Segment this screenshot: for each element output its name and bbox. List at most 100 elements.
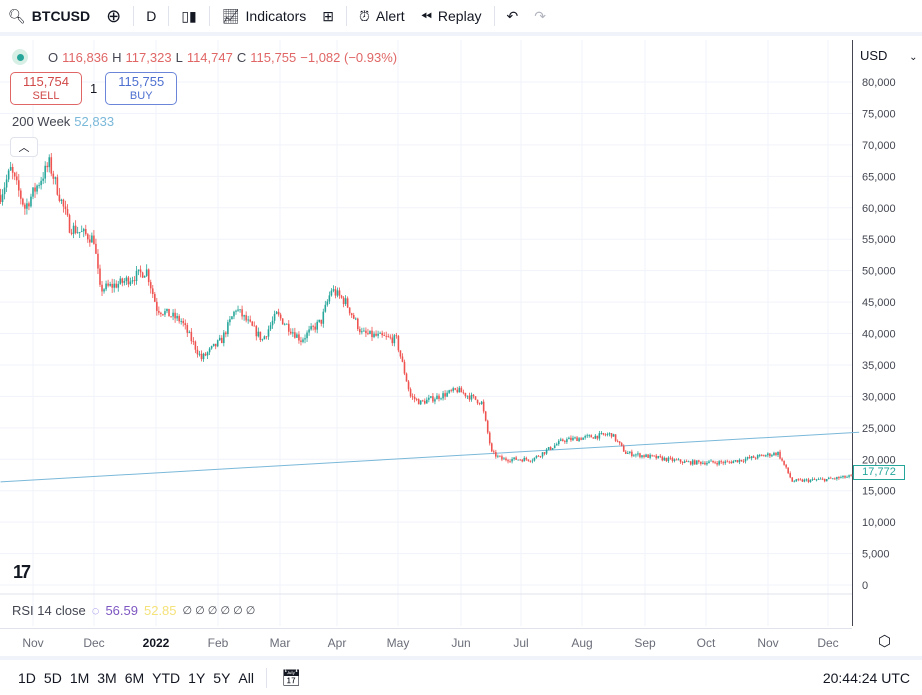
candle-body — [409, 389, 412, 397]
candle-body — [89, 239, 91, 243]
candle-body — [584, 436, 586, 438]
candle-body — [174, 312, 176, 319]
candle-body — [846, 476, 848, 478]
price-tick: 80,000 — [862, 77, 896, 89]
candle-body — [141, 272, 144, 278]
candle-body — [78, 231, 81, 233]
candle-body — [551, 448, 554, 450]
symbol-search-button[interactable]: 🔍︎ BTCUSD — [8, 7, 91, 25]
range-3m[interactable]: 3M — [97, 669, 117, 686]
candle-body — [708, 461, 710, 463]
layouts-button[interactable]: ⊞ — [314, 0, 342, 34]
range-ytd[interactable]: YTD — [152, 669, 181, 686]
replay-button[interactable]: ⏪︎ Replay — [420, 7, 482, 25]
candle-body — [523, 457, 526, 462]
candle-body — [732, 461, 735, 464]
undo-button[interactable]: ↶ — [499, 0, 527, 34]
candle-body — [616, 440, 619, 442]
range-5d[interactable]: 5D — [43, 669, 62, 686]
candle-body — [413, 396, 416, 400]
redo-button[interactable]: ↷ — [526, 0, 554, 34]
currency-selector[interactable]: USD ⌄ — [860, 48, 918, 63]
candle-body — [294, 332, 296, 338]
candle-body — [600, 433, 603, 434]
candle-body — [596, 435, 599, 439]
alert-button[interactable]: ⏰︎ Alert — [358, 7, 405, 25]
candle-body — [488, 432, 491, 444]
buy-button[interactable]: 115,755 BUY — [105, 72, 178, 105]
time-label: Mar — [269, 636, 291, 650]
candle-body — [545, 449, 548, 454]
candle-body — [718, 461, 720, 465]
candle-body — [176, 316, 178, 319]
candle-body — [815, 479, 818, 481]
candle-body — [515, 457, 517, 460]
time-axis[interactable]: Nov Dec 2022 Feb Mar Apr May Jun Jul Aug Sep Oct Nov… — [0, 628, 852, 654]
candle-body — [795, 479, 798, 482]
candle-body — [34, 187, 36, 192]
candle-body — [369, 330, 371, 334]
candle-body — [805, 479, 808, 481]
candle-body — [754, 457, 757, 459]
candle-body — [840, 477, 842, 479]
candle-body — [344, 298, 347, 305]
candle-body — [442, 393, 444, 399]
candle-body — [52, 173, 55, 179]
candle-body — [779, 451, 781, 459]
candle-body — [773, 452, 775, 456]
candle-body — [499, 455, 501, 457]
candle-body — [149, 282, 152, 289]
candle-body — [107, 283, 109, 286]
collapse-legend-button[interactable]: ︿ — [10, 137, 38, 157]
chart-type-button[interactable]: ▯▮ — [173, 0, 204, 34]
range-1d[interactable]: 1D — [18, 669, 36, 686]
high-value: 117,323 — [125, 49, 172, 65]
candle-body — [557, 440, 560, 445]
candle-body — [64, 206, 67, 210]
compare-button[interactable]: ⊕ — [98, 0, 129, 34]
settings-button[interactable]: ⬡ — [878, 632, 891, 650]
candle-body — [60, 199, 63, 201]
indicators-button[interactable]: 📈︎ Indicators — [221, 7, 307, 25]
candle-body — [68, 215, 71, 233]
candle-body — [730, 461, 733, 464]
candle-body — [397, 336, 400, 351]
clock[interactable]: 20:44:24 UTC — [822, 670, 910, 686]
range-all[interactable]: All — [238, 669, 254, 686]
candle-body — [97, 253, 99, 269]
candle-body — [444, 393, 446, 397]
candle-body — [430, 396, 432, 398]
candle-body — [590, 435, 593, 438]
candle-body — [651, 454, 653, 456]
range-1m[interactable]: 1M — [69, 669, 90, 686]
candle-body — [316, 321, 318, 330]
candle-body — [379, 332, 381, 334]
range-6m[interactable]: 6M — [124, 669, 145, 686]
candle-body — [340, 295, 343, 298]
candle-body — [566, 439, 568, 442]
candle-body — [192, 341, 195, 342]
candle-body — [186, 325, 189, 333]
candle-body — [105, 283, 107, 290]
candle-body — [744, 458, 747, 462]
candle-body — [184, 323, 187, 326]
candle-body — [42, 178, 44, 181]
time-label: Jul — [513, 636, 529, 650]
candle-body — [490, 443, 493, 452]
candle-body — [521, 459, 524, 462]
candle-body — [70, 232, 73, 234]
range-5y[interactable]: 5Y — [213, 669, 231, 686]
candle-body — [734, 460, 737, 462]
price-chart[interactable]: 0 5,000 10,000 15,000 20,000 25,000 30,000 35,0… — [0, 0, 922, 626]
candle-body — [330, 290, 333, 296]
range-1y[interactable]: 1Y — [188, 669, 206, 686]
candle-body — [170, 316, 172, 318]
candle-body — [460, 387, 463, 393]
time-label: Nov — [22, 636, 44, 650]
sell-button[interactable]: 115,754 SELL — [10, 72, 82, 105]
candle-body — [277, 311, 280, 315]
interval-button[interactable]: D — [146, 8, 157, 24]
candle-body — [82, 229, 85, 232]
redo-icon: ↷ — [534, 7, 546, 24]
goto-date-icon[interactable]: 📅︎ — [280, 669, 302, 687]
